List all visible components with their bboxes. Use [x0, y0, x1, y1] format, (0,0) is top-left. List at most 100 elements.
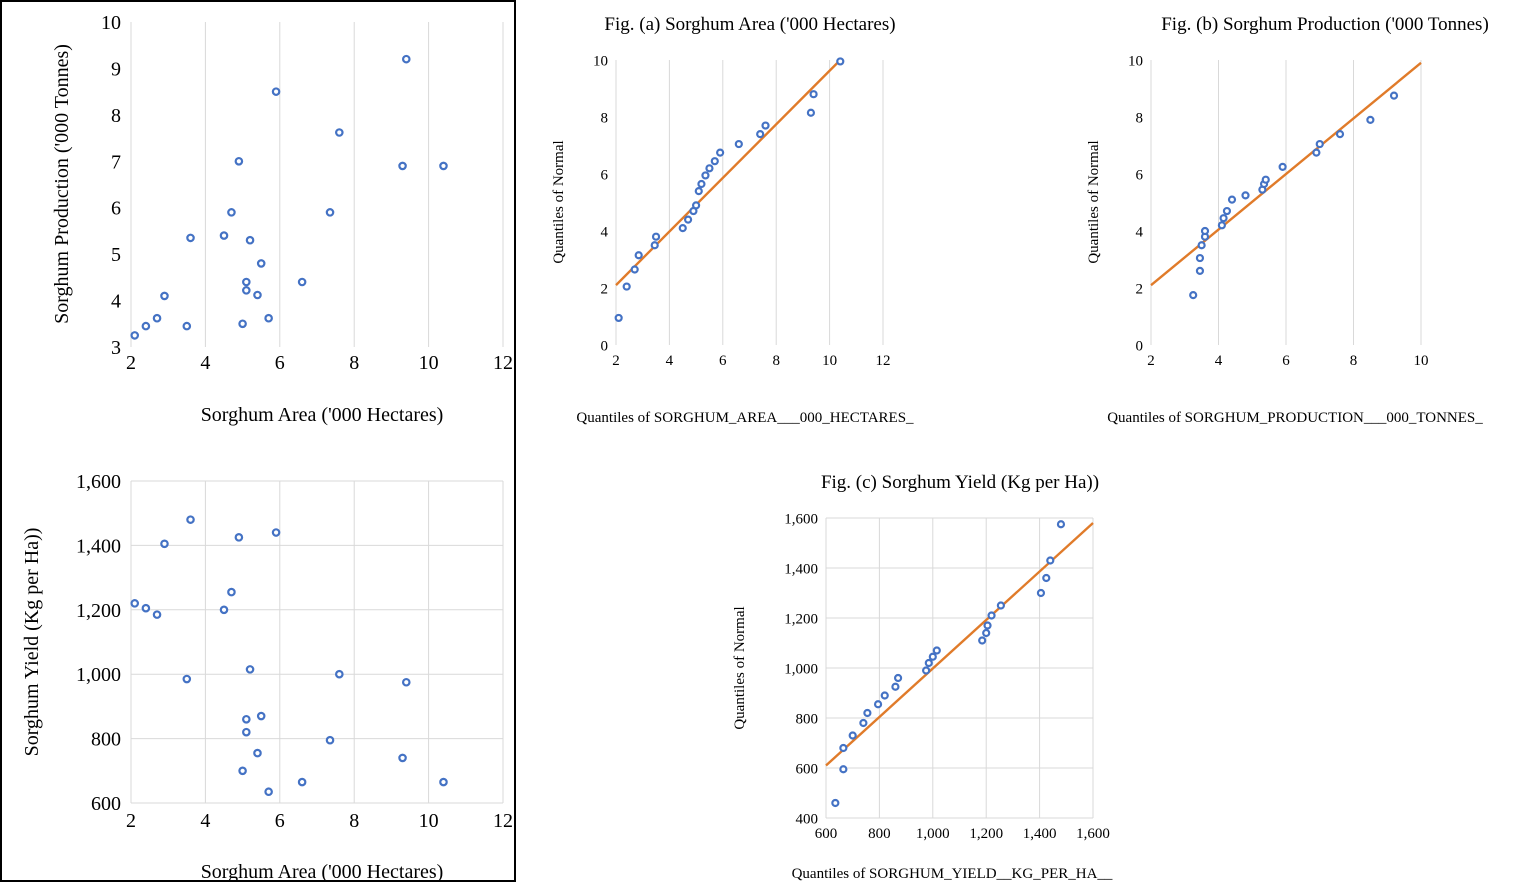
x-tick-label: 8: [1350, 353, 1358, 369]
data-point: [1241, 191, 1250, 200]
y-axis-label: Sorghum Yield (Kg per Ha)): [21, 528, 43, 757]
data-point: [253, 748, 262, 758]
x-tick-label: 12: [493, 352, 513, 374]
data-point: [242, 714, 251, 724]
data-point: [1261, 175, 1270, 184]
data-point: [650, 241, 659, 250]
y-tick-label: 8: [601, 110, 609, 126]
data-point: [1312, 148, 1321, 157]
data-point: [141, 321, 151, 331]
y-tick-label: 6: [111, 198, 121, 220]
data-point: [651, 232, 661, 241]
data-point: [245, 235, 255, 245]
x-axis-label: Quantiles of SORGHUM_YIELD__KG_PER_HA__: [792, 866, 1113, 882]
data-point: [701, 171, 710, 180]
data-point: [160, 291, 169, 301]
chart-qq_yield: 600 800 1,000 1,200 1,400 1,6004006008001,000…: [732, 472, 1113, 882]
y-tick-label: 1,600: [784, 511, 818, 527]
data-point: [152, 313, 162, 323]
data-point: [242, 286, 251, 295]
x-tick-label: 6: [719, 353, 727, 369]
y-tick-label: 7: [111, 151, 121, 173]
x-tick-label: 8: [349, 352, 359, 374]
data-point: [1278, 162, 1287, 171]
y-tick-label: 9: [111, 58, 121, 80]
x-tick-label: 10: [822, 353, 837, 369]
data-point: [622, 282, 631, 291]
data-point: [691, 201, 701, 210]
y-tick-label: 8: [111, 105, 121, 127]
y-tick-label: 2: [601, 281, 609, 297]
data-point: [630, 265, 639, 274]
data-point: [924, 658, 933, 668]
data-point: [1195, 253, 1205, 263]
x-tick-label: 6: [275, 810, 285, 832]
data-point: [234, 533, 244, 542]
x-tick-label: 6: [1282, 353, 1290, 369]
data-point: [1197, 241, 1206, 250]
y-tick-label: 800: [91, 729, 121, 751]
x-tick-label: 4: [1215, 353, 1223, 369]
y-tick-label: 400: [796, 811, 819, 827]
data-point: [335, 669, 344, 679]
x-tick-label: 2: [126, 810, 136, 832]
data-point: [932, 646, 941, 655]
data-point: [697, 179, 706, 189]
x-tick-label: 2: [1147, 353, 1155, 369]
data-point: [978, 636, 987, 645]
x-tick-label: 600: [815, 826, 838, 842]
data-point: [152, 610, 162, 619]
data-point: [634, 251, 643, 260]
data-point: [439, 777, 448, 787]
data-point: [678, 224, 687, 233]
data-point: [1046, 556, 1055, 565]
data-point: [245, 665, 255, 674]
data-point: [1389, 91, 1399, 100]
data-point: [271, 87, 281, 96]
data-point: [982, 628, 991, 638]
x-tick-label: 12: [493, 810, 513, 832]
data-point: [996, 601, 1005, 610]
x-tick-label: 2: [612, 353, 620, 369]
x-axis-label: Sorghum Area ('000 Hectares): [201, 404, 444, 426]
data-point: [1219, 214, 1228, 223]
data-point: [1056, 520, 1066, 529]
y-tick-label: 1,200: [76, 600, 121, 622]
y-axis-label: Quantiles of Normal: [732, 606, 748, 729]
data-point: [922, 666, 931, 675]
data-point: [848, 731, 857, 740]
y-tick-label: 4: [1136, 224, 1144, 240]
x-tick-label: 800: [868, 826, 891, 842]
y-tick-label: 4: [111, 291, 121, 313]
data-point: [893, 673, 903, 683]
chart-scatter_prod_vs_area: 2 4 6 8 10 12 3 4 5 6 7 8 9 10 Sorghum Area ('000 Hect…: [51, 12, 513, 426]
data-point: [398, 161, 407, 171]
data-point: [130, 599, 140, 608]
data-point: [297, 777, 307, 787]
data-point: [836, 57, 845, 66]
data-point: [227, 208, 236, 217]
x-tick-label: 8: [349, 810, 359, 832]
y-tick-label: 10: [1128, 53, 1143, 69]
x-tick-label: 1,200: [969, 826, 1003, 842]
y-tick-label: 5: [111, 244, 121, 266]
data-point: [1189, 291, 1198, 300]
chart-title: Fig. (c) Sorghum Yield (Kg per Ha)): [821, 472, 1099, 493]
data-point: [1227, 195, 1237, 204]
data-point: [1195, 266, 1205, 275]
y-tick-label: 10: [593, 53, 608, 69]
x-axis-label: Sorghum Area ('000 Hectares): [201, 861, 444, 882]
y-tick-label: 1,400: [76, 535, 121, 557]
data-point: [219, 605, 229, 615]
x-tick-label: 1,600: [1076, 826, 1110, 842]
y-tick-label: 1,600: [76, 471, 121, 493]
chart-title: Fig. (a) Sorghum Area ('000 Hectares): [604, 14, 895, 35]
data-point: [182, 321, 192, 331]
data-point: [863, 708, 872, 718]
data-point: [839, 765, 848, 774]
data-point: [160, 539, 169, 549]
y-tick-label: 8: [1136, 110, 1144, 126]
data-point: [130, 331, 140, 340]
data-point: [891, 682, 900, 691]
data-point: [1036, 588, 1046, 598]
